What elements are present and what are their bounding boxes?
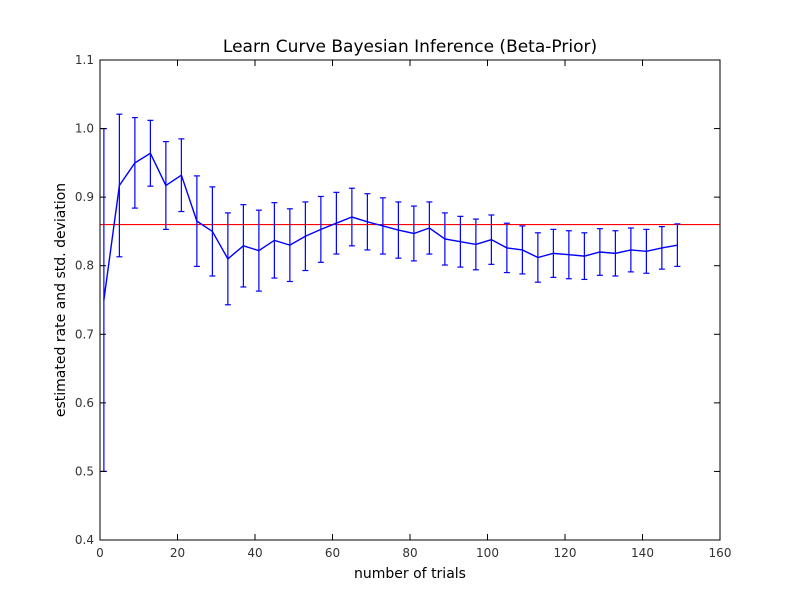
x-tick-label: 140	[631, 546, 654, 560]
y-tick-label: 0.5	[75, 464, 94, 478]
chart-title: Learn Curve Bayesian Inference (Beta-Pri…	[223, 37, 597, 57]
x-axis-label: number of trials	[354, 566, 466, 582]
y-axis-label: estimated rate and std. deviation	[53, 183, 69, 417]
y-tick-label: 0.7	[75, 327, 94, 341]
y-tick-label: 0.9	[75, 190, 94, 204]
x-axis-ticks: 0 20 40 60 80 100 120 140 160	[96, 60, 731, 560]
y-tick-label: 0.4	[75, 533, 94, 547]
x-tick-label: 20	[170, 546, 185, 560]
plot-content	[100, 113, 720, 473]
x-tick-label: 60	[325, 546, 340, 560]
y-tick-label: 0.6	[75, 396, 94, 410]
y-tick-label: 1.0	[75, 122, 94, 136]
series-line	[103, 152, 678, 301]
x-tick-label: 100	[476, 546, 499, 560]
x-tick-label: 120	[554, 546, 577, 560]
x-tick-label: 160	[709, 546, 732, 560]
x-tick-label: 0	[96, 546, 104, 560]
y-tick-label: 1.1	[75, 53, 94, 67]
x-tick-label: 40	[247, 546, 262, 560]
y-axis-ticks: 0.4 0.5 0.6 0.7 0.8 0.9 1.0 1.1	[75, 53, 720, 547]
y-tick-label: 0.8	[75, 259, 94, 273]
x-tick-label: 80	[402, 546, 417, 560]
